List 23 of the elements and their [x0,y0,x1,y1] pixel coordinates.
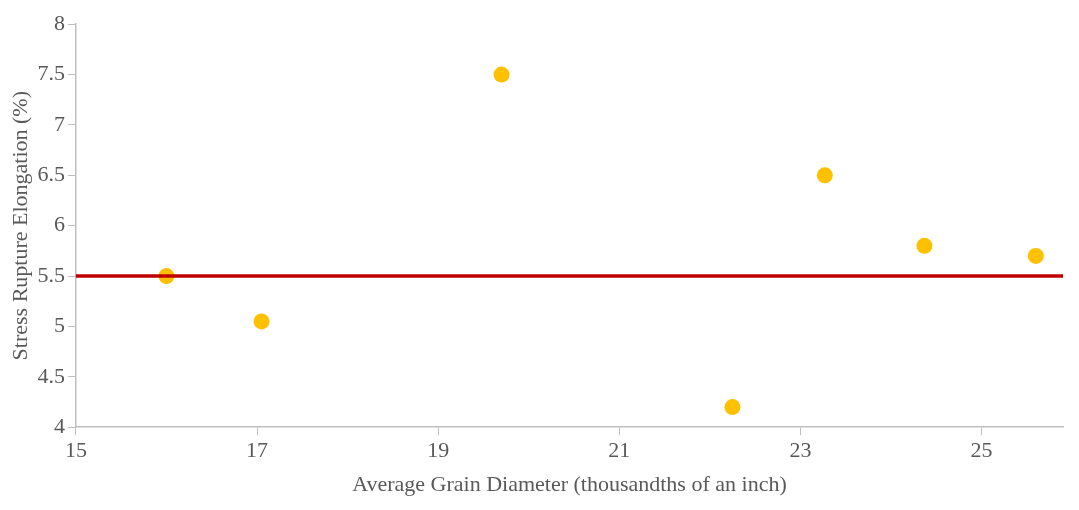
y-tick-label: 4 [53,412,65,438]
y-tick-label: 8 [53,9,65,35]
point [724,399,741,416]
y-tick-label: 5 [53,312,65,338]
x-axis-title: Average Grain Diameter (thousandths of an inch) [352,470,787,496]
y-tick-label: 4.5 [37,362,65,388]
x-tick-label: 15 [64,437,87,463]
y-axis-title: Stress Rupture Elongation (%) [6,90,32,361]
y-tick-label: 7 [53,110,65,136]
x-tick-label: 17 [246,437,269,463]
point [816,167,833,184]
point [493,66,510,83]
point [1027,247,1044,264]
y-tick-label: 7.5 [37,60,65,86]
y-tick-label: 5.5 [37,261,65,287]
x-tick-label: 25 [970,437,993,463]
x-tick-label: 19 [427,437,450,463]
x-tick-label: 21 [608,437,631,463]
y-tick-label: 6.5 [37,161,65,187]
point [253,313,270,330]
point [916,237,933,254]
y-tick-label: 6 [53,211,65,237]
x-tick-label: 23 [789,437,812,463]
